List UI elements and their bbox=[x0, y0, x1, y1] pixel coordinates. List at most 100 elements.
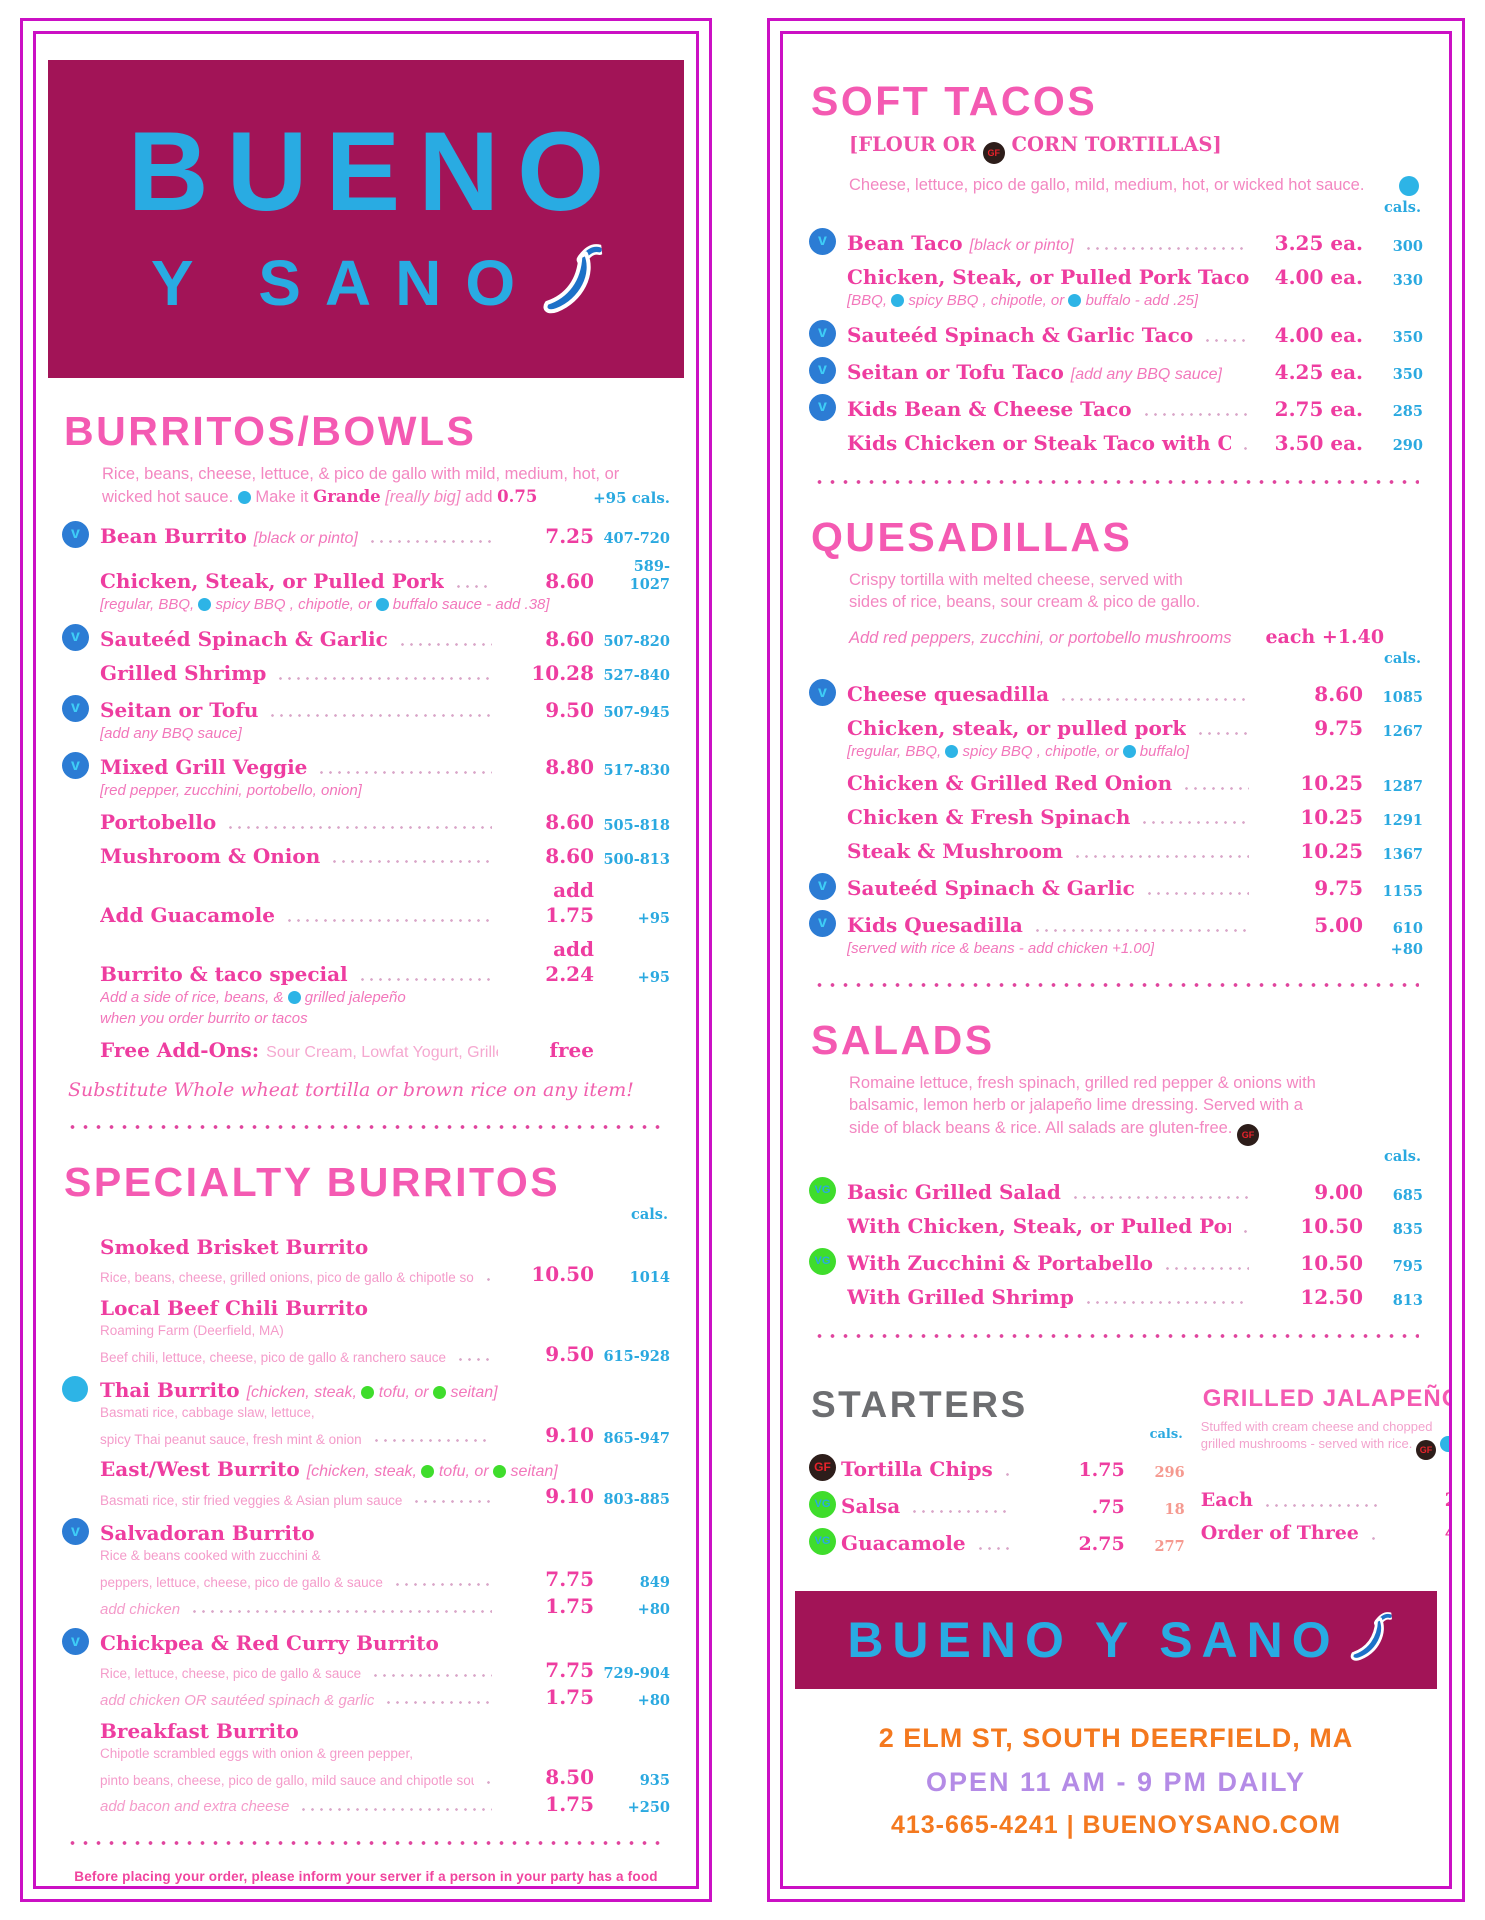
badge-slot bbox=[62, 1420, 100, 1421]
dot-leader bbox=[484, 1781, 492, 1785]
menu-line: Roaming Farm (Deerfield, MA) bbox=[62, 1323, 670, 1340]
cals-column-label: cals. bbox=[631, 1205, 668, 1223]
spicy-dot-icon bbox=[1439, 1436, 1449, 1453]
badge-slot bbox=[809, 455, 847, 456]
item-cals: 803-885 bbox=[603, 1491, 670, 1509]
menu-item: Chicken, Steak, or Pulled Pork 8.60 589-10… bbox=[62, 558, 670, 615]
spicy-dot-icon bbox=[237, 490, 251, 504]
menu-line: v Seitan or Tofu 9.50 507-945 bbox=[62, 694, 670, 723]
dot-leader bbox=[330, 860, 492, 864]
dot-leader bbox=[975, 1547, 1011, 1551]
badge-slot: GF bbox=[809, 1454, 841, 1482]
item-text: Chipotle scrambled eggs with onion & gre… bbox=[100, 1746, 413, 1762]
dot-leader bbox=[1070, 1196, 1249, 1200]
menu-item: Chicken & Grilled Red Onion 10.25 1287 bbox=[809, 771, 1423, 796]
menu-item: v Seitan or Tofu 9.50 507-945 [add any BBQ s… bbox=[62, 694, 670, 744]
dot-leader bbox=[1140, 820, 1249, 824]
gluten-free-badge-icon: GF bbox=[809, 1454, 836, 1482]
left-sections: BURRITOS/BOWLS Rice, beans, cheese, lettu… bbox=[62, 409, 670, 1846]
badge-slot bbox=[62, 1062, 100, 1063]
dot-leader bbox=[1002, 1473, 1011, 1477]
item-text: Thai Burrito [chicken, steak, tofu, or s… bbox=[100, 1377, 498, 1402]
badge-slot bbox=[809, 740, 847, 741]
address-line: 2 ELM ST, SOUTH DEERFIELD, MA bbox=[878, 1723, 1354, 1754]
item-price: 1.75 bbox=[545, 1685, 594, 1710]
vegan-dot-icon bbox=[421, 1465, 435, 1479]
item-text: Roaming Farm (Deerfield, MA) bbox=[100, 1322, 284, 1338]
item-note: [add any BBQ sauce] bbox=[1070, 365, 1222, 383]
item-price: 8.60 bbox=[1314, 682, 1363, 707]
menu-line: Grilled Shrimp 10.28 527-840 bbox=[62, 661, 670, 686]
item-text: Chicken, Steak, or Pulled Pork bbox=[100, 568, 444, 593]
dot-leader bbox=[371, 1439, 492, 1443]
gluten-free-icon: GF bbox=[982, 142, 1005, 165]
cals-column-label: cals. bbox=[1149, 1427, 1183, 1443]
item-text: Smoked Brisket Burrito bbox=[100, 1234, 369, 1259]
badge-slot: VG bbox=[809, 1248, 847, 1276]
spicy-dot-icon bbox=[198, 597, 212, 611]
menu-line: pinto beans, cheese, pico de gallo, mild… bbox=[62, 1765, 670, 1790]
dot-leader bbox=[285, 919, 492, 923]
addon-text: Add red peppers, zucchini, or portobello… bbox=[849, 629, 1232, 648]
cals-column-label: cals. bbox=[1384, 650, 1421, 668]
dot-leader bbox=[1059, 698, 1249, 702]
item-text: With Grilled Shrimp bbox=[847, 1285, 1074, 1310]
vegan-badge-icon: VG bbox=[809, 1177, 836, 1205]
item-text: Sauteéd Spinach & Garlic Taco bbox=[847, 322, 1194, 347]
section-bracket-line: [FLOUR OR GF CORN TORTILLAS] bbox=[849, 133, 1423, 165]
dot-leader bbox=[1144, 891, 1249, 895]
vegan-dot-icon bbox=[361, 1385, 375, 1399]
badge-slot bbox=[809, 761, 847, 762]
item-price: add 1.75 bbox=[545, 878, 594, 928]
item-cals: 1267 bbox=[1382, 723, 1423, 741]
badge-slot bbox=[62, 1508, 100, 1509]
menu-line: With Grilled Shrimp 12.50 813 bbox=[809, 1285, 1423, 1310]
menu-line: v Sauteéd Spinach & Garlic Taco 4.00 ea. 35… bbox=[809, 319, 1423, 348]
menu-item: With Chicken, Steak, or Pulled Pork 10.50… bbox=[809, 1214, 1423, 1239]
dot-leader bbox=[1203, 338, 1249, 342]
item-price: 9.10 bbox=[545, 1484, 594, 1509]
vegan-dot-icon bbox=[433, 1385, 447, 1399]
item-price: 2.75 bbox=[1078, 1532, 1125, 1555]
item-text: when you order burrito or tacos bbox=[100, 1009, 308, 1027]
item-text: Basic Grilled Salad bbox=[847, 1180, 1061, 1205]
menu-line: Add Guacamole add 1.75 +95 bbox=[62, 878, 670, 928]
item-cals: 350 bbox=[1392, 366, 1423, 384]
spicy-dot-icon bbox=[1399, 176, 1419, 197]
vegetarian-badge-icon: v bbox=[809, 356, 836, 384]
menu-item: Kids Chicken or Steak Taco with Cheese 3.… bbox=[809, 431, 1423, 456]
menu-item: v Bean Taco [black or pinto] 3.25 ea. 300 bbox=[809, 227, 1423, 256]
item-cals: 507-945 bbox=[603, 704, 670, 722]
menu-line: [add any BBQ sauce] bbox=[62, 725, 670, 744]
item-price: add 2.24 bbox=[545, 937, 594, 987]
badge-slot: v bbox=[62, 694, 100, 723]
menu-line: [regular, BBQ, spicy BBQ , chipotle, or … bbox=[809, 743, 1423, 762]
item-text: Mixed Grill Veggie bbox=[100, 755, 308, 780]
vegetarian-badge-icon: v bbox=[809, 872, 836, 900]
item-price: 12.50 bbox=[1300, 1285, 1363, 1310]
item-price: 3.50 ea. bbox=[1274, 430, 1363, 455]
item-cals: 527-840 bbox=[603, 667, 670, 685]
item-price: 9.50 bbox=[545, 697, 594, 722]
vegan-badge-icon: VG bbox=[809, 1491, 836, 1519]
menu-item: v Chickpea & Red Curry Burrito Rice, lettu… bbox=[62, 1628, 670, 1710]
menu-item: Steak & Mushroom 10.25 1367 bbox=[809, 839, 1423, 864]
badge-slot bbox=[62, 1286, 100, 1287]
dot-leader bbox=[1368, 1536, 1377, 1540]
allergy-note: Before placing your order, please inform… bbox=[74, 1869, 658, 1886]
vegetarian-badge-icon: v bbox=[62, 694, 89, 722]
right-menu-panel-inner: SOFT TACOS [FLOUR OR GF CORN TORTILLAS] Ch… bbox=[780, 31, 1452, 1889]
item-text: With Zucchini & Portabello bbox=[847, 1251, 1154, 1276]
item-text: Guacamole bbox=[841, 1531, 966, 1556]
dot-leader bbox=[1163, 1267, 1249, 1271]
menu-line: v Kids Bean & Cheese Taco 2.75 ea. 285 bbox=[809, 393, 1423, 422]
dot-leader bbox=[357, 978, 492, 982]
item-price: 10.50 bbox=[531, 1261, 594, 1286]
badge-slot bbox=[62, 1762, 100, 1763]
menu-item: Local Beef Chili Burrito Roaming Farm (De… bbox=[62, 1296, 670, 1367]
starters-section: STARTERS cals. GF Tortilla Chips 1.75 296 VG Sa… bbox=[809, 1362, 1201, 1565]
badge-slot bbox=[62, 1743, 100, 1744]
chili-pepper-icon bbox=[543, 244, 605, 314]
dot-leader bbox=[268, 713, 492, 717]
menu-item: With Grilled Shrimp 12.50 813 bbox=[809, 1285, 1423, 1310]
